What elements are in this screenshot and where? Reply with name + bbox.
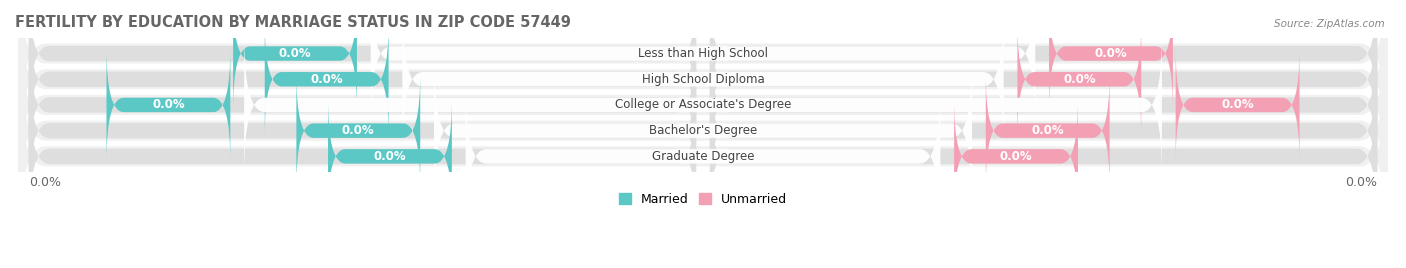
- FancyBboxPatch shape: [28, 0, 696, 123]
- Text: 0.0%: 0.0%: [1032, 124, 1064, 137]
- FancyBboxPatch shape: [28, 36, 696, 174]
- FancyBboxPatch shape: [710, 87, 1378, 226]
- FancyBboxPatch shape: [710, 0, 1378, 123]
- FancyBboxPatch shape: [1049, 0, 1173, 111]
- Text: Source: ZipAtlas.com: Source: ZipAtlas.com: [1274, 19, 1385, 29]
- Text: 0.0%: 0.0%: [1063, 73, 1095, 86]
- FancyBboxPatch shape: [328, 99, 451, 213]
- Text: 0.0%: 0.0%: [1222, 98, 1254, 111]
- FancyBboxPatch shape: [371, 0, 1035, 124]
- FancyBboxPatch shape: [434, 61, 972, 200]
- FancyBboxPatch shape: [1175, 48, 1299, 162]
- Text: 0.0%: 0.0%: [1095, 47, 1128, 60]
- Text: Bachelor's Degree: Bachelor's Degree: [650, 124, 756, 137]
- FancyBboxPatch shape: [264, 22, 388, 136]
- FancyBboxPatch shape: [28, 87, 696, 226]
- FancyBboxPatch shape: [18, 38, 1388, 224]
- FancyBboxPatch shape: [955, 99, 1078, 213]
- FancyBboxPatch shape: [18, 12, 1388, 198]
- FancyBboxPatch shape: [1018, 22, 1142, 136]
- FancyBboxPatch shape: [18, 0, 1388, 146]
- FancyBboxPatch shape: [28, 10, 696, 149]
- Text: 0.0%: 0.0%: [28, 176, 60, 189]
- FancyBboxPatch shape: [710, 36, 1378, 174]
- FancyBboxPatch shape: [107, 48, 231, 162]
- Text: College or Associate's Degree: College or Associate's Degree: [614, 98, 792, 111]
- Text: Graduate Degree: Graduate Degree: [652, 150, 754, 163]
- Text: 0.0%: 0.0%: [311, 73, 343, 86]
- FancyBboxPatch shape: [986, 74, 1109, 188]
- Text: FERTILITY BY EDUCATION BY MARRIAGE STATUS IN ZIP CODE 57449: FERTILITY BY EDUCATION BY MARRIAGE STATU…: [15, 15, 571, 30]
- FancyBboxPatch shape: [710, 10, 1378, 149]
- FancyBboxPatch shape: [245, 35, 1161, 175]
- FancyBboxPatch shape: [18, 0, 1388, 172]
- Text: 0.0%: 0.0%: [278, 47, 311, 60]
- FancyBboxPatch shape: [402, 9, 1004, 149]
- FancyBboxPatch shape: [233, 0, 357, 111]
- Legend: Married, Unmarried: Married, Unmarried: [616, 190, 790, 208]
- FancyBboxPatch shape: [18, 64, 1388, 249]
- Text: 0.0%: 0.0%: [342, 124, 374, 137]
- FancyBboxPatch shape: [297, 74, 420, 188]
- Text: 0.0%: 0.0%: [1000, 150, 1032, 163]
- FancyBboxPatch shape: [710, 61, 1378, 200]
- Text: 0.0%: 0.0%: [1346, 176, 1378, 189]
- Text: 0.0%: 0.0%: [152, 98, 184, 111]
- Text: Less than High School: Less than High School: [638, 47, 768, 60]
- Text: High School Diploma: High School Diploma: [641, 73, 765, 86]
- FancyBboxPatch shape: [465, 87, 941, 226]
- Text: 0.0%: 0.0%: [374, 150, 406, 163]
- FancyBboxPatch shape: [28, 61, 696, 200]
